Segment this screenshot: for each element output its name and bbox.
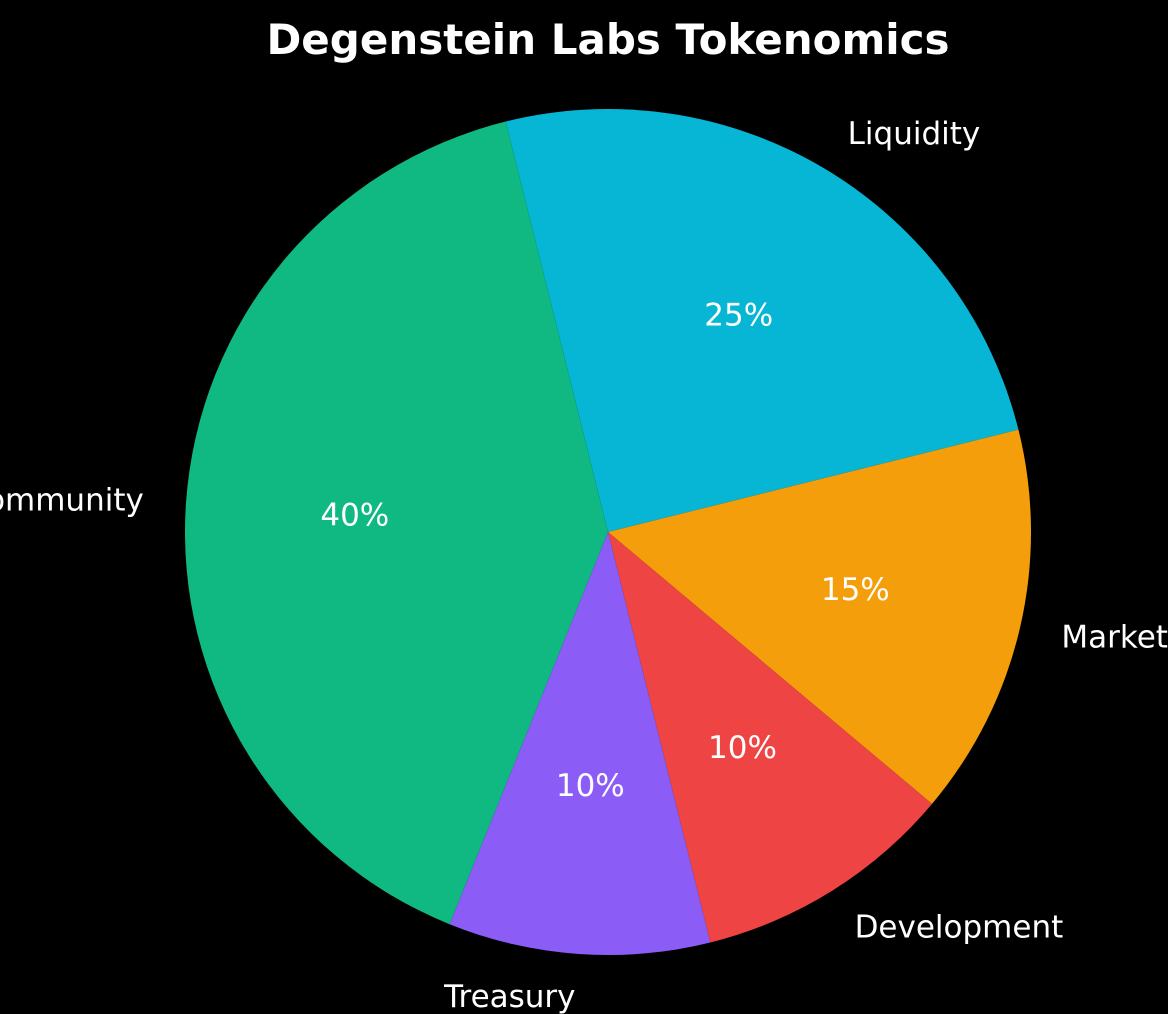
chart-title: Degenstein Labs Tokenomics <box>266 15 949 64</box>
pie-slices <box>184 108 1032 956</box>
pie-slice-marketing <box>608 429 1032 804</box>
percent-label-treasury: 10% <box>556 768 625 804</box>
slice-label-liquidity: Liquidity <box>848 116 981 152</box>
pie-slice-treasury <box>449 532 711 956</box>
pie-slice-development <box>608 532 933 943</box>
slice-label-development: Development <box>855 910 1064 946</box>
percent-label-community: 40% <box>320 497 389 533</box>
pie-labels: Liquidity 25% Marketing 15% Development 10% Tr… <box>0 116 1168 1014</box>
pie-slice-liquidity <box>505 108 1019 532</box>
slice-label-treasury: Treasury <box>443 979 575 1014</box>
slice-label-marketing: Marketing <box>1061 620 1168 656</box>
slice-label-community: Community <box>0 483 144 519</box>
percent-label-marketing: 15% <box>821 572 890 608</box>
percent-label-development: 10% <box>708 730 777 766</box>
pie-slice-community <box>184 121 608 925</box>
percent-label-liquidity: 25% <box>704 297 773 333</box>
